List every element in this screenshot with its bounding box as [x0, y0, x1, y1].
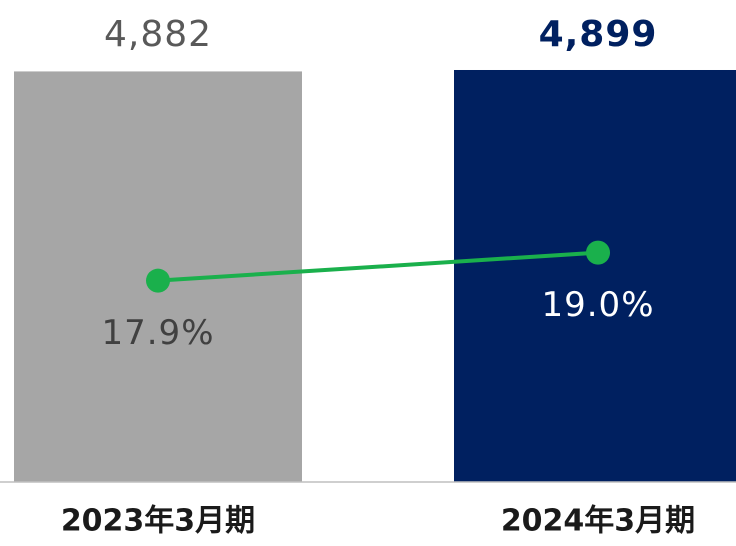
line-value-label: 19.0% — [541, 285, 654, 325]
line-value-label: 17.9% — [101, 313, 214, 353]
bar-value-label: 4,882 — [104, 14, 212, 55]
x-tick-label: 2023年3月期 — [61, 504, 255, 539]
line-point — [146, 268, 170, 293]
line — [157, 250, 599, 283]
line-point — [586, 240, 610, 265]
bar-value-label: 4,899 — [539, 14, 658, 55]
x-tick-label: 2024年3月期 — [501, 504, 695, 539]
bar — [454, 69, 736, 482]
